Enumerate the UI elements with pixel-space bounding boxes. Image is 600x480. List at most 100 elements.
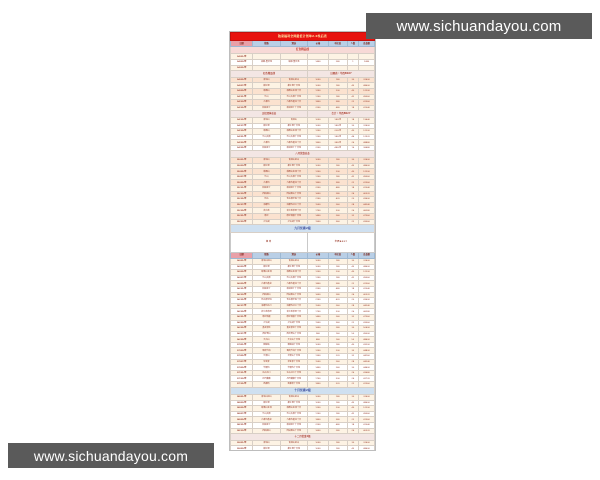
cell-总金额[interactable]: 32400: [358, 258, 375, 265]
table-row[interactable]: 08/03/张 都江堰 都江堰十日游 1080 180 45 48600: [230, 399, 375, 407]
price-table[interactable]: 独家福利全网最低计划单2.0条后表 日期 线路 酒店 价格 单房差 人数 总金额 红色精品线 04…: [230, 32, 375, 450]
cell-单房差[interactable]: 180: [327, 76, 348, 84]
table-row[interactable]: 04/21/张 乐山大佛 乐山大佛十日游 1180 180/张 44 51920: [230, 133, 375, 141]
table-row[interactable]: 05/05/张 峨眉山 峨眉山金顶十日 1280 200 40 51200: [230, 168, 375, 175]
cell-单房差[interactable]: 180: [327, 341, 348, 349]
cell-价格[interactable]: 1080: [307, 258, 329, 265]
table-row[interactable]: 04/07/张 都江堰 都江堰十日游 1080 180 45 48600: [230, 82, 375, 89]
cell-单房差[interactable]: 140: [327, 336, 348, 343]
cell-酒店[interactable]: 都江堰十日游: [279, 263, 309, 271]
cell-单房差[interactable]: 180: [327, 399, 348, 407]
cell-价格[interactable]: 1880: [307, 99, 329, 106]
cell-单房差[interactable]: 200: [327, 269, 348, 276]
cell-单房差[interactable]: 180: [327, 263, 348, 271]
table-row[interactable]: 04/05/张 青城山 青城山前山 1080 180 30 32400: [230, 76, 375, 84]
cell-单房差[interactable]: 380: [327, 99, 348, 106]
cell-人数[interactable]: 45: [346, 445, 360, 450]
cell-价格[interactable]: 1480: [307, 364, 329, 371]
cell-总金额[interactable]: 49560: [358, 410, 375, 418]
cell-价格[interactable]: 1680: [307, 369, 329, 377]
cell-总金额[interactable]: 32400: [358, 394, 375, 401]
cell-酒店[interactable]: 四姑娘山十日游: [279, 291, 309, 299]
cell-价格[interactable]: 880: [307, 336, 329, 343]
cell-单房差[interactable]: 260: [327, 358, 348, 366]
cell-酒店[interactable]: 峨眉山金顶十日: [279, 405, 309, 412]
table-row[interactable]: 04/09/张 峨眉山 峨眉山金顶十日 1280 200 40 51200: [230, 87, 375, 95]
cell-单房差[interactable]: 300: [327, 308, 348, 315]
table-row[interactable]: 05/21/张 康定 康定情歌十日游 1480 240 32 47360: [230, 213, 375, 220]
cell-总金额[interactable]: 48600: [358, 82, 375, 89]
cell-单房差[interactable]: 380: [327, 280, 348, 287]
table-row[interactable]: 07/03/张 蜀南竹海 蜀南竹海十日游 1280 200 35 44800: [230, 347, 375, 355]
cell-价格[interactable]: 1380: [307, 353, 329, 360]
cell-酒店[interactable]: 峨眉山金顶十日: [279, 269, 309, 276]
cell-总金额[interactable]: 40320: [358, 291, 375, 299]
cell-总金额[interactable]: 49000: [358, 330, 375, 338]
cell-日期[interactable]: 08/09/张: [230, 416, 254, 423]
cell-价格[interactable]: 1080: [307, 341, 329, 349]
cell-价格[interactable]: 1680: [307, 291, 329, 299]
table-row[interactable]: 08/07/张 乐山大佛 乐山大佛十日游 1180 180 42 49560: [230, 410, 375, 418]
cell-总金额[interactable]: 42720: [358, 375, 375, 383]
cell-总金额[interactable]: 41360: [358, 416, 375, 423]
cell-酒店[interactable]: 都江堰十日游: [279, 399, 309, 407]
cell-单房差[interactable]: 380: [327, 416, 348, 423]
cell-总金额[interactable]: 49560: [358, 274, 375, 282]
table-row[interactable]: 06/09/张 九寨沟黄龙 九寨沟黄龙十日 1880 380 22 41360: [230, 280, 375, 287]
cell-总金额[interactable]: 51200: [358, 269, 375, 276]
cell-总金额[interactable]: 51200: [358, 405, 375, 412]
table-row[interactable]: 06/23/张 泸沽湖 泸沽湖十日游 1980 360 22 43560: [230, 319, 375, 327]
table-row[interactable]: 04/11/张 乐山 乐山大佛十日游 1180 180 42 49560: [230, 93, 375, 101]
cell-单房差[interactable]: 180: [327, 410, 348, 418]
cell-日期[interactable]: 06/21/张: [230, 313, 254, 321]
cell-价格[interactable]: 1080: [307, 439, 329, 447]
cell-酒店[interactable]: 青城山前山: [279, 439, 309, 447]
cell-单房差[interactable]: 280: [327, 291, 348, 299]
table-row[interactable]: 09/03/张 都江堰 都江堰十日游 1080 180 45 48600: [230, 445, 375, 450]
cell-价格[interactable]: 1480: [307, 313, 329, 321]
cell-总金额[interactable]: 19440: [358, 116, 375, 124]
cell-价格[interactable]: 1080: [307, 82, 329, 89]
cell-总金额[interactable]: 1480: [358, 59, 375, 66]
cell-日期[interactable]: 09/03/张: [230, 445, 254, 450]
cell-日期[interactable]: 06/19/张: [230, 308, 254, 315]
cell-价格[interactable]: 1880: [307, 416, 329, 423]
cell-价格[interactable]: 1180: [307, 410, 329, 418]
cell-日期[interactable]: 06/27/张: [230, 330, 254, 338]
section-band-0[interactable]: 红色精品线: [230, 46, 375, 55]
cell-价格[interactable]: 1480: [307, 59, 329, 66]
cell-单房差[interactable]: 240: [327, 364, 348, 371]
cell-总金额[interactable]: 41040: [358, 422, 375, 429]
table-row[interactable]: 04/03/张 成都-重庆游 成都-重庆游 1480 280 1 1480: [230, 59, 375, 66]
table-row[interactable]: 06/25/张 黄龙景区 黄龙景区十日游 1680 280 30 50400: [230, 325, 375, 332]
cell-日期[interactable]: 06/13/张: [230, 291, 254, 299]
cell-酒店[interactable]: 蜀南竹海十日游: [279, 347, 309, 355]
table-row[interactable]: 08/05/张 峨眉山金顶 峨眉山金顶十日 1280 200 40 51200: [230, 405, 375, 412]
cell-单房差[interactable]: 480: [327, 285, 348, 293]
section-band-3[interactable]: 八月优惠总金: [230, 150, 375, 159]
cell-单房差[interactable]: 180: [327, 274, 348, 282]
cell-日期[interactable]: 04/09/张: [230, 87, 254, 95]
cell-酒店[interactable]: 九寨沟黄龙十日: [279, 416, 309, 423]
cell-总金额[interactable]: 44400: [358, 364, 375, 371]
cell-日期[interactable]: 07/05/张: [230, 353, 254, 360]
cell-酒店[interactable]: 若尔盖草原十日: [279, 308, 309, 315]
cell-价格[interactable]: 1780: [307, 375, 329, 383]
column-header-2[interactable]: 酒店: [279, 251, 309, 260]
cell-价格[interactable]: 1080: [307, 116, 329, 124]
table-row[interactable]: 06/21/张 康定情歌 康定情歌十日游 1480 240 32 47360: [230, 313, 375, 321]
column-header-2[interactable]: 酒店: [279, 39, 309, 48]
column-header-0[interactable]: 日期: [230, 251, 254, 260]
cell-总金额[interactable]: 41360: [358, 99, 375, 106]
cell-日期[interactable]: 04/05/张: [230, 76, 254, 84]
cell-酒店[interactable]: 乐山大佛十日游: [279, 274, 309, 282]
table-row[interactable]: 09/01/张 青城山 青城山前山 1080 180 30 32400: [230, 439, 375, 447]
table-row[interactable]: 06/07/张 乐山大佛 乐山大佛十日游 1180 180 42 49560: [230, 274, 375, 282]
cell-酒店[interactable]: 丹巴藏寨十日游: [279, 375, 309, 383]
cell-价格[interactable]: 1280: [307, 405, 329, 412]
table-row[interactable]: 07/13/张 丹巴藏寨 丹巴藏寨十日游 1780 300 24 42720: [230, 375, 375, 383]
cell-酒店[interactable]: 青城山: [279, 116, 309, 124]
table-row[interactable]: 07/15/张 新都桥 新都桥十日游 1880 320 22 41360: [230, 381, 375, 388]
section-band-2[interactable]: 正红团体总金 合计 : 华西B027: [230, 110, 375, 118]
cell-酒店[interactable]: 光雾山十日游: [279, 353, 309, 360]
